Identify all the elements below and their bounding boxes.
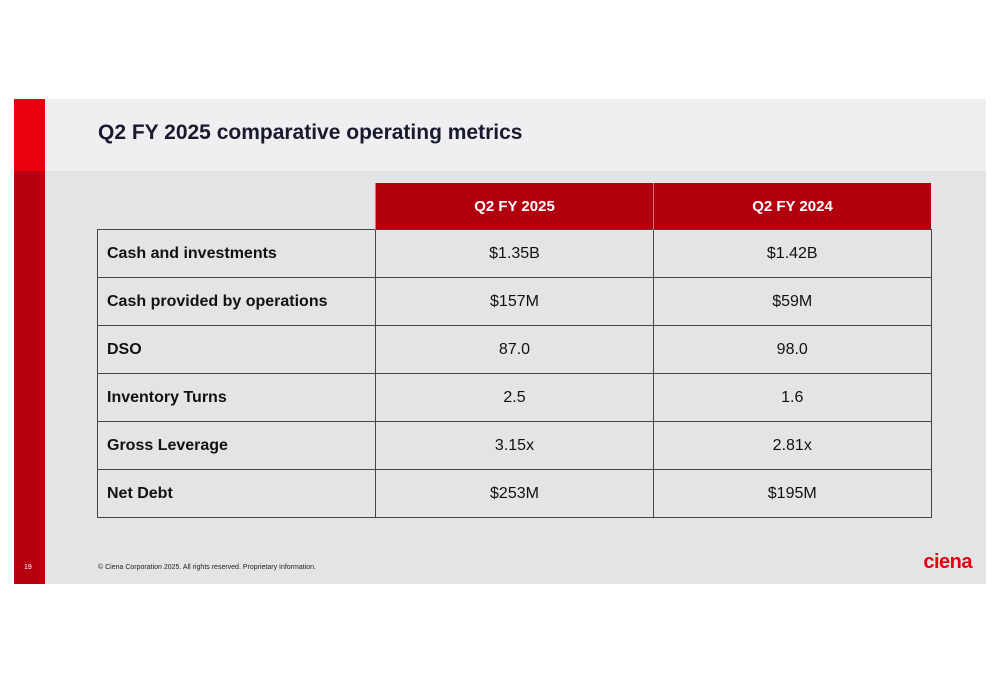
page-title: Q2 FY 2025 comparative operating metrics bbox=[98, 121, 523, 144]
table-cell: $59M bbox=[653, 277, 932, 326]
footer-copyright: © Ciena Corporation 2025. All rights res… bbox=[98, 564, 316, 571]
row-label: Inventory Turns bbox=[97, 373, 376, 422]
table-cell: 98.0 bbox=[653, 325, 932, 374]
table-row: DSO 87.0 98.0 bbox=[97, 325, 932, 374]
ciena-logo: ciena bbox=[923, 551, 972, 573]
row-label: Cash and investments bbox=[97, 229, 376, 278]
row-label: Gross Leverage bbox=[97, 421, 376, 470]
column-header: Q2 FY 2025 bbox=[375, 183, 654, 230]
table-row: Cash provided by operations $157M $59M bbox=[97, 277, 932, 326]
metrics-table: Q2 FY 2025 Q2 FY 2024 Cash and investmen… bbox=[97, 183, 932, 518]
table-cell: $195M bbox=[653, 469, 932, 518]
column-header: Q2 FY 2024 bbox=[653, 183, 931, 230]
table-cell: 2.5 bbox=[375, 373, 654, 422]
accent-bar-top bbox=[14, 99, 45, 171]
table-row: Inventory Turns 2.5 1.6 bbox=[97, 373, 932, 422]
table-cell: 1.6 bbox=[653, 373, 932, 422]
table-cell: $157M bbox=[375, 277, 654, 326]
table-cell: 2.81x bbox=[653, 421, 932, 470]
table-row: Gross Leverage 3.15x 2.81x bbox=[97, 421, 932, 470]
row-label: DSO bbox=[97, 325, 376, 374]
header-blank-cell bbox=[98, 183, 376, 230]
table-cell: 87.0 bbox=[375, 325, 654, 374]
table-cell: $1.42B bbox=[653, 229, 932, 278]
table-cell: $1.35B bbox=[375, 229, 654, 278]
table-cell: 3.15x bbox=[375, 421, 654, 470]
table-cell: $253M bbox=[375, 469, 654, 518]
table-header-row: Q2 FY 2025 Q2 FY 2024 bbox=[98, 183, 931, 230]
table-row: Net Debt $253M $195M bbox=[97, 469, 932, 518]
page-number: 19 bbox=[24, 564, 32, 571]
row-label: Cash provided by operations bbox=[97, 277, 376, 326]
slide: Q2 FY 2025 comparative operating metrics… bbox=[14, 99, 986, 584]
accent-bar-bottom bbox=[14, 171, 45, 584]
table-row: Cash and investments $1.35B $1.42B bbox=[97, 229, 932, 278]
row-label: Net Debt bbox=[97, 469, 376, 518]
header-band bbox=[14, 99, 986, 171]
